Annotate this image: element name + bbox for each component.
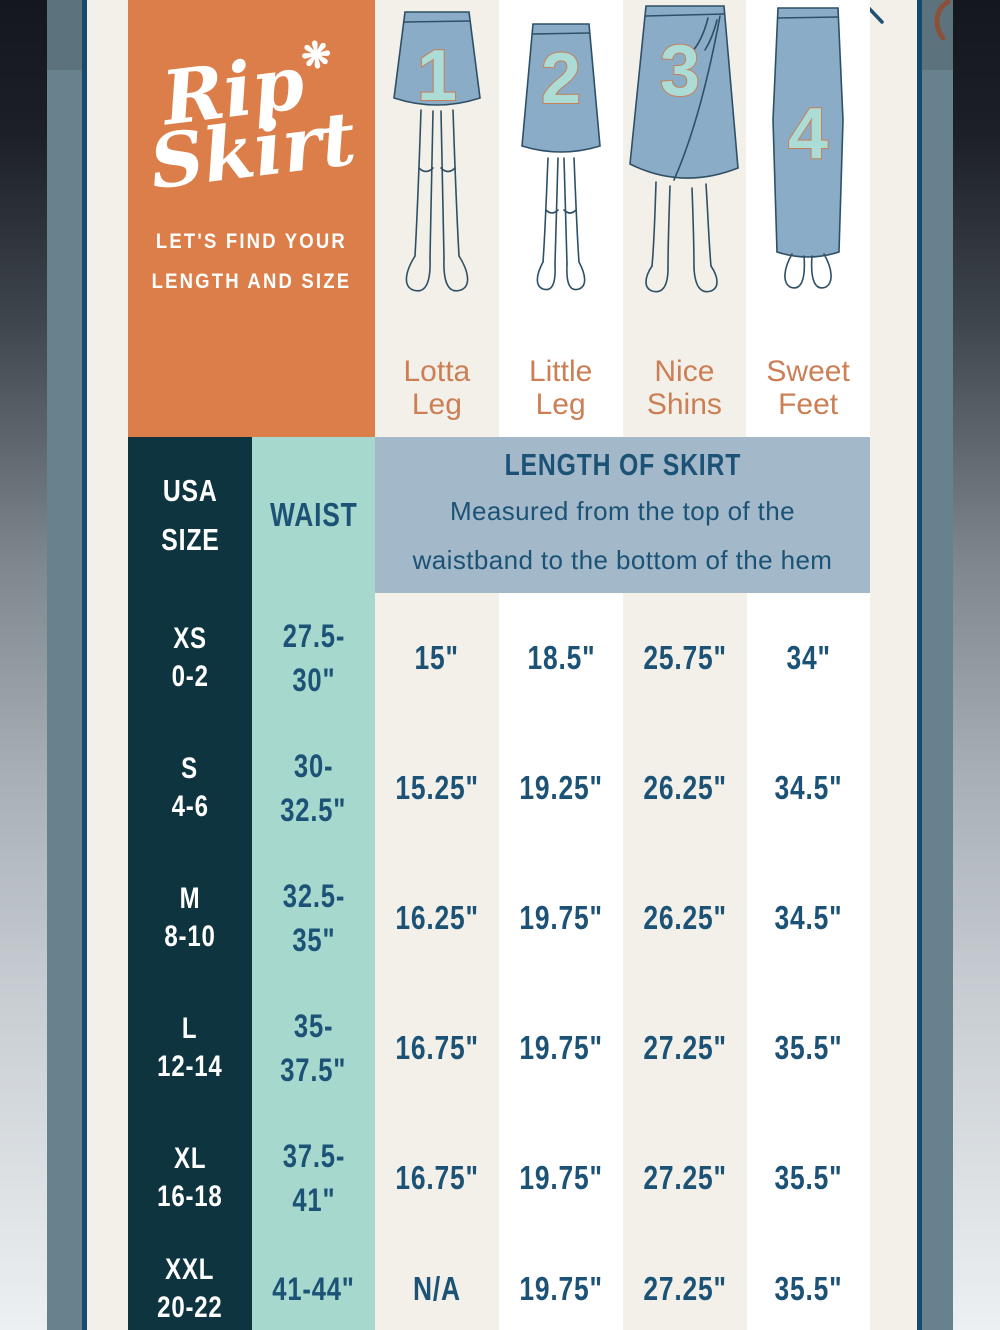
waist-cell: 37.5- 41" xyxy=(252,1113,375,1243)
waist-cell: 30- 32.5" xyxy=(252,723,375,853)
waist-cell: 41-44" xyxy=(252,1243,375,1330)
length-header-description: Measured from the top of the waistband t… xyxy=(412,496,833,575)
background-blur-right xyxy=(953,0,1000,1330)
style-column-lotta-leg: 1 Lotta Leg xyxy=(375,0,499,437)
length-cell: 16.25" xyxy=(375,853,499,983)
length-cell: 27.25" xyxy=(623,1243,747,1330)
size-chart-modal: Rip❋ Skirt LET'S FIND YOUR LENGTH AND SI… xyxy=(87,0,917,1330)
length-cell: 26.25" xyxy=(623,853,747,983)
background-blur-left xyxy=(0,0,47,1330)
size-cell-m: M 8-10 xyxy=(128,853,252,983)
styles-section: Rip❋ Skirt LET'S FIND YOUR LENGTH AND SI… xyxy=(128,0,870,437)
style-number-4: 4 xyxy=(788,94,828,174)
length-cell: 27.25" xyxy=(623,983,747,1113)
ripskirt-logo: Rip❋ Skirt xyxy=(144,33,360,207)
underlying-page-left xyxy=(47,0,82,1330)
underlying-page-header-left xyxy=(47,0,82,70)
length-cell: 35.5" xyxy=(747,1113,870,1243)
flower-icon: ❋ xyxy=(298,32,334,79)
waist-cell: 27.5- 30" xyxy=(252,593,375,723)
modal-border-right xyxy=(917,0,922,1330)
brand-panel: Rip❋ Skirt LET'S FIND YOUR LENGTH AND SI… xyxy=(128,0,375,437)
style-number-1: 1 xyxy=(417,36,457,116)
size-cell-s: S 4-6 xyxy=(128,723,252,853)
style-column-little-leg: 2 Little Leg xyxy=(498,0,623,437)
length-cell: 18.5" xyxy=(499,593,623,723)
size-cell-xl: XL 16-18 xyxy=(128,1113,252,1243)
style-label-nice-shins: Nice Shins xyxy=(646,355,722,421)
header-usa-size: USA SIZE xyxy=(128,437,252,593)
style-column-sweet-feet: 4 Sweet Feet xyxy=(746,0,870,437)
style-label-lotta-leg: Lotta Leg xyxy=(403,355,471,421)
skirt-illustration-4: 4 xyxy=(772,7,844,289)
header-length-of-skirt: LENGTH OF SKIRT Measured from the top of… xyxy=(375,437,870,593)
length-cell: 15" xyxy=(375,593,499,723)
tagline-line1: LET'S FIND YOUR xyxy=(155,230,348,253)
size-chart-content: Rip❋ Skirt LET'S FIND YOUR LENGTH AND SI… xyxy=(128,0,870,1330)
header-waist: WAIST xyxy=(252,437,375,593)
skirt-illustration-1: 1 xyxy=(392,11,481,292)
size-cell-xxl: XXL 20-22 xyxy=(128,1243,252,1330)
length-cell: 26.25" xyxy=(623,723,747,853)
tagline: LET'S FIND YOUR LENGTH AND SIZE xyxy=(138,222,365,302)
size-cell-l: L 12-14 xyxy=(128,983,252,1113)
skirt-illustration-3: 3 xyxy=(629,5,740,293)
background-logo-fragment xyxy=(934,0,951,41)
length-cell: 27.25" xyxy=(623,1113,747,1243)
length-header-title: LENGTH OF SKIRT xyxy=(504,447,741,482)
size-table: USA SIZE WAIST LENGTH OF SKIRT Measured … xyxy=(128,437,870,1330)
length-cell: 19.75" xyxy=(499,983,623,1113)
length-cell: 19.75" xyxy=(499,853,623,983)
length-cell: 34.5" xyxy=(747,723,870,853)
style-label-sweet-feet: Sweet Feet xyxy=(766,355,850,421)
size-cell-xs: XS 0-2 xyxy=(128,593,252,723)
length-cell: 19.25" xyxy=(499,723,623,853)
skirt-illustration-2: 2 xyxy=(520,23,601,291)
underlying-page-right xyxy=(922,0,953,1330)
length-cell: 16.75" xyxy=(375,1113,499,1243)
style-label-little-leg: Little Leg xyxy=(528,355,593,421)
length-cell: 16.75" xyxy=(375,983,499,1113)
length-cell: 34.5" xyxy=(747,853,870,983)
length-cell: 35.5" xyxy=(747,1243,870,1330)
style-number-2: 2 xyxy=(541,39,581,119)
modal-border-left xyxy=(82,0,87,1330)
length-cell: N/A xyxy=(375,1243,499,1330)
waist-cell: 32.5- 35" xyxy=(252,853,375,983)
logo-text-skirt: Skirt xyxy=(144,95,360,207)
length-cell: 25.75" xyxy=(623,593,747,723)
length-cell: 34" xyxy=(747,593,870,723)
waist-cell: 35- 37.5" xyxy=(252,983,375,1113)
style-column-nice-shins: 3 Nice Shins xyxy=(622,0,747,437)
length-cell: 35.5" xyxy=(747,983,870,1113)
length-cell: 15.25" xyxy=(375,723,499,853)
length-cell: 19.75" xyxy=(499,1243,623,1330)
style-number-3: 3 xyxy=(660,31,700,111)
length-cell: 19.75" xyxy=(499,1113,623,1243)
tagline-line2: LENGTH AND SIZE xyxy=(151,270,352,293)
